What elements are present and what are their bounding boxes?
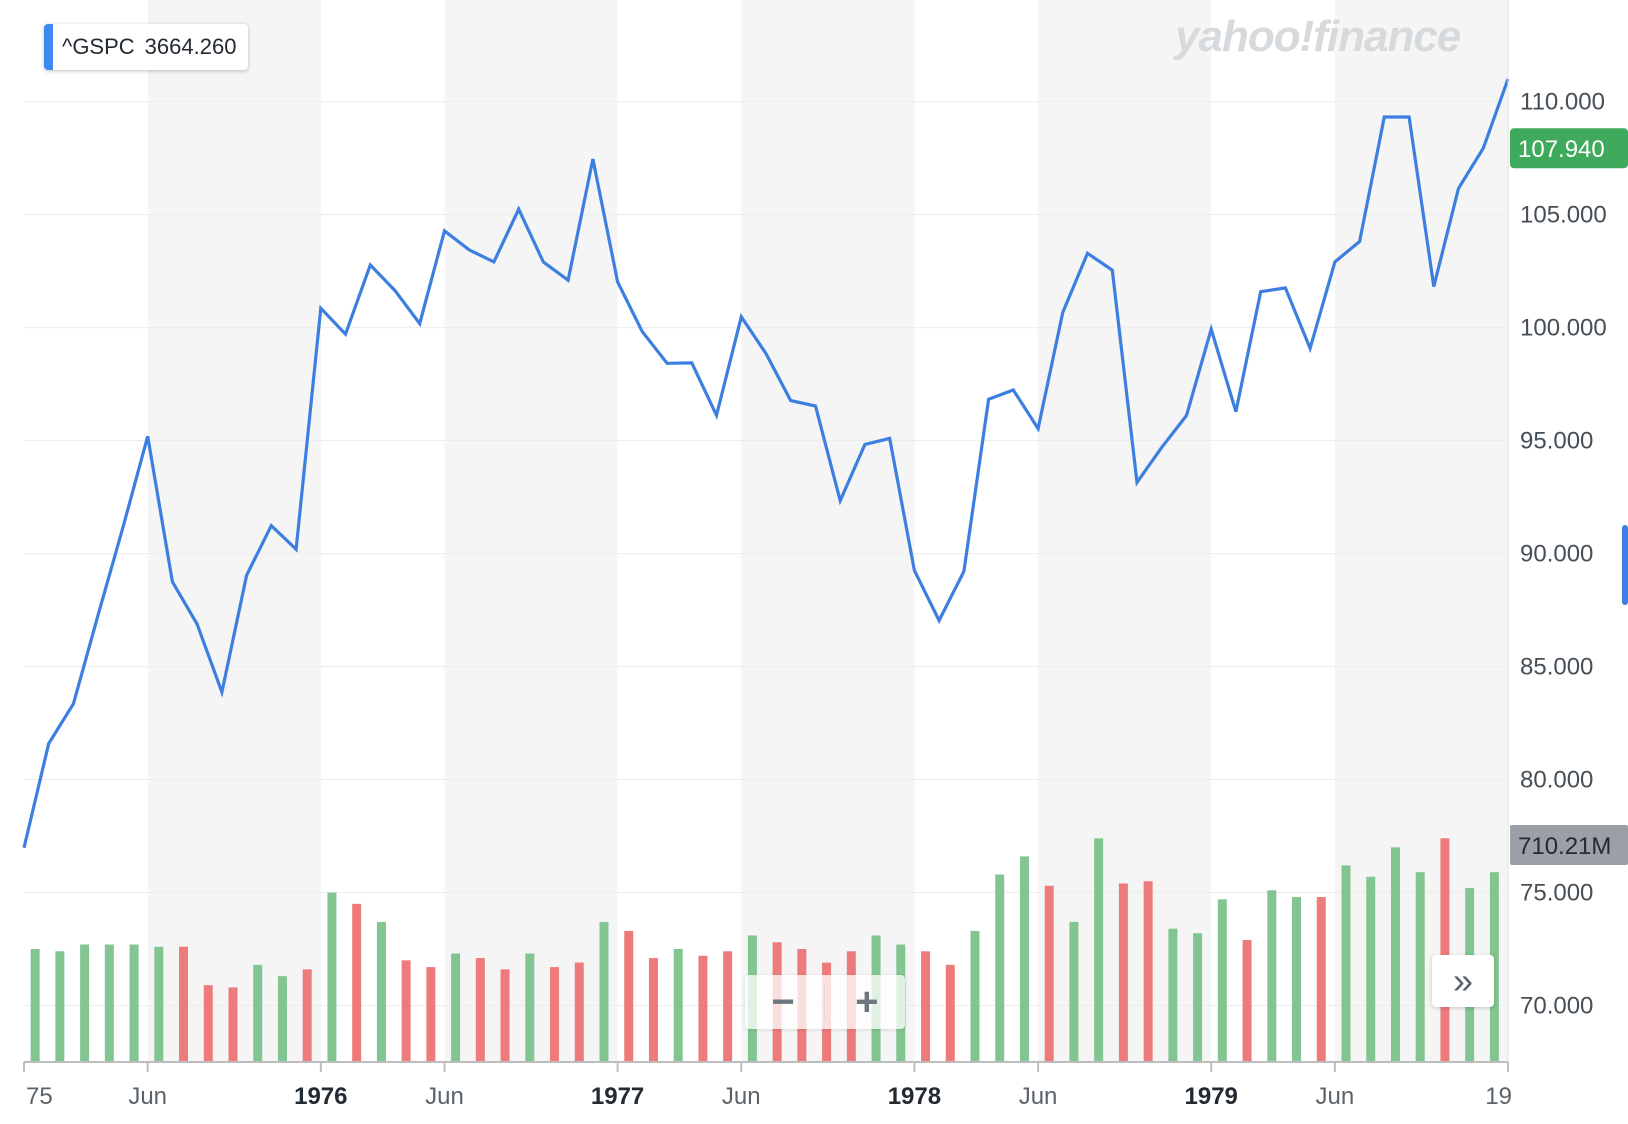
- volume-label: 710.21M: [1518, 833, 1611, 860]
- volume-bar: [1292, 897, 1302, 1062]
- x-tick-label: 1977: [591, 1083, 644, 1110]
- volume-bar: [1267, 890, 1277, 1062]
- volume-bar: [500, 969, 510, 1062]
- volume-bar: [1415, 872, 1425, 1062]
- y-tick-label: 90.000: [1520, 541, 1593, 568]
- volume-bar: [426, 967, 436, 1062]
- volume-bar: [376, 921, 386, 1062]
- volume-bar: [80, 944, 90, 1062]
- volume-bar: [1069, 921, 1079, 1062]
- volume-bar: [1316, 897, 1326, 1062]
- y-tick-label: 70.000: [1520, 993, 1593, 1020]
- y-tick-label: 110.000: [1520, 89, 1605, 116]
- volume-bar: [1341, 865, 1351, 1062]
- shade-band: [741, 0, 915, 1062]
- volume-bar: [945, 964, 955, 1062]
- y-tick-label: 85.000: [1520, 654, 1593, 681]
- zoom-controls: − +: [745, 975, 905, 1029]
- series-color-marker: [44, 24, 53, 70]
- volume-bar: [648, 958, 658, 1062]
- volume-bar: [1118, 883, 1128, 1062]
- y-tick-label: 95.000: [1520, 428, 1593, 455]
- volume-bar: [55, 951, 65, 1062]
- volume-bar: [1168, 928, 1178, 1062]
- volume-bar: [698, 955, 708, 1062]
- x-tick-label: Jun: [722, 1083, 761, 1110]
- symbol-ticker: ^GSPC: [62, 34, 135, 59]
- y-tick-label: 100.000: [1520, 315, 1607, 342]
- scroll-handle: [1622, 525, 1628, 605]
- minus-icon[interactable]: −: [771, 980, 795, 1024]
- volume-bar: [550, 967, 560, 1062]
- x-tick-label: Jun: [1019, 1083, 1058, 1110]
- volume-bar: [1217, 899, 1227, 1062]
- volume-bar: [1094, 838, 1104, 1062]
- year-shading-bands: [147, 0, 1508, 1062]
- volume-bar: [302, 969, 312, 1062]
- y-tick-label: 105.000: [1520, 202, 1607, 229]
- double-chevron-right-icon[interactable]: »: [1432, 955, 1494, 1007]
- volume-bar: [1440, 838, 1450, 1062]
- zoom-divider: [824, 984, 826, 1020]
- symbol-value: 3664.260: [144, 34, 237, 59]
- gridlines: [24, 101, 1508, 1007]
- volume-bar: [401, 960, 411, 1062]
- volume-bar: [921, 951, 931, 1062]
- volume-bar: [203, 985, 213, 1062]
- volume-bar: [154, 946, 164, 1062]
- volume-bar: [970, 930, 980, 1062]
- yahoo-finance-logo: yahoo!finance: [1175, 12, 1461, 61]
- volume-bar: [253, 964, 263, 1062]
- x-tick-label: 75: [26, 1083, 53, 1110]
- volume-bar: [1489, 872, 1499, 1062]
- price-series-line: [22, 78, 1510, 849]
- volume-bar: [995, 874, 1005, 1062]
- symbol-legend[interactable]: ^GSPC 3664.260: [44, 24, 249, 70]
- volume-bar: [179, 946, 189, 1062]
- volume-bar: [1366, 876, 1376, 1062]
- volume-bar: [228, 987, 238, 1062]
- x-tick-label: Jun: [425, 1083, 464, 1110]
- x-tick-label: 19: [1485, 1083, 1512, 1110]
- volume-bar: [451, 953, 461, 1062]
- x-tick-label: 1979: [1185, 1083, 1238, 1110]
- x-tick-label: Jun: [1316, 1083, 1355, 1110]
- plus-icon[interactable]: +: [855, 980, 879, 1024]
- y-tick-label: 80.000: [1520, 767, 1593, 794]
- volume-bar: [327, 892, 337, 1062]
- volume-bar: [1390, 847, 1400, 1062]
- axes: 70.000 75.000 80.000 85.000 90.000 95.000 100.…: [23, 0, 1607, 1110]
- volume-bar: [525, 953, 535, 1062]
- x-tick-label: 1976: [294, 1083, 347, 1110]
- x-tick-label: 1978: [888, 1083, 941, 1110]
- volume-bar: [352, 903, 362, 1062]
- volume-bar: [624, 930, 634, 1062]
- shade-band: [147, 0, 321, 1062]
- price-line: [22, 78, 1510, 849]
- volume-badge: [1510, 825, 1628, 865]
- volume-bar: [599, 921, 609, 1062]
- volume-bar: [1242, 939, 1252, 1062]
- volume-bar: [723, 951, 733, 1062]
- volume-bar: [1193, 933, 1203, 1062]
- last-price-badge: [1510, 128, 1628, 169]
- y-tick-label: 75.000: [1520, 880, 1593, 907]
- volume-bar: [30, 949, 40, 1062]
- volume-bar: [277, 976, 287, 1062]
- x-tick-label: Jun: [128, 1083, 167, 1110]
- volume-bar: [1044, 885, 1054, 1062]
- volume-bar: [129, 944, 139, 1062]
- last-price-label: 107.940: [1518, 136, 1605, 163]
- volume-bar: [104, 944, 114, 1062]
- value-badges: 107.940 710.21M: [1510, 128, 1628, 865]
- volume-bar: [574, 962, 584, 1062]
- volume-bar: [1019, 856, 1029, 1062]
- volume-bar: [673, 949, 683, 1062]
- volume-bar: [1143, 881, 1153, 1062]
- volume-bar: [475, 958, 485, 1062]
